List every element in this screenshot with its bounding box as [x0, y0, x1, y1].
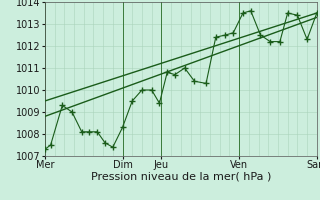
X-axis label: Pression niveau de la mer( hPa ): Pression niveau de la mer( hPa )	[91, 172, 271, 182]
